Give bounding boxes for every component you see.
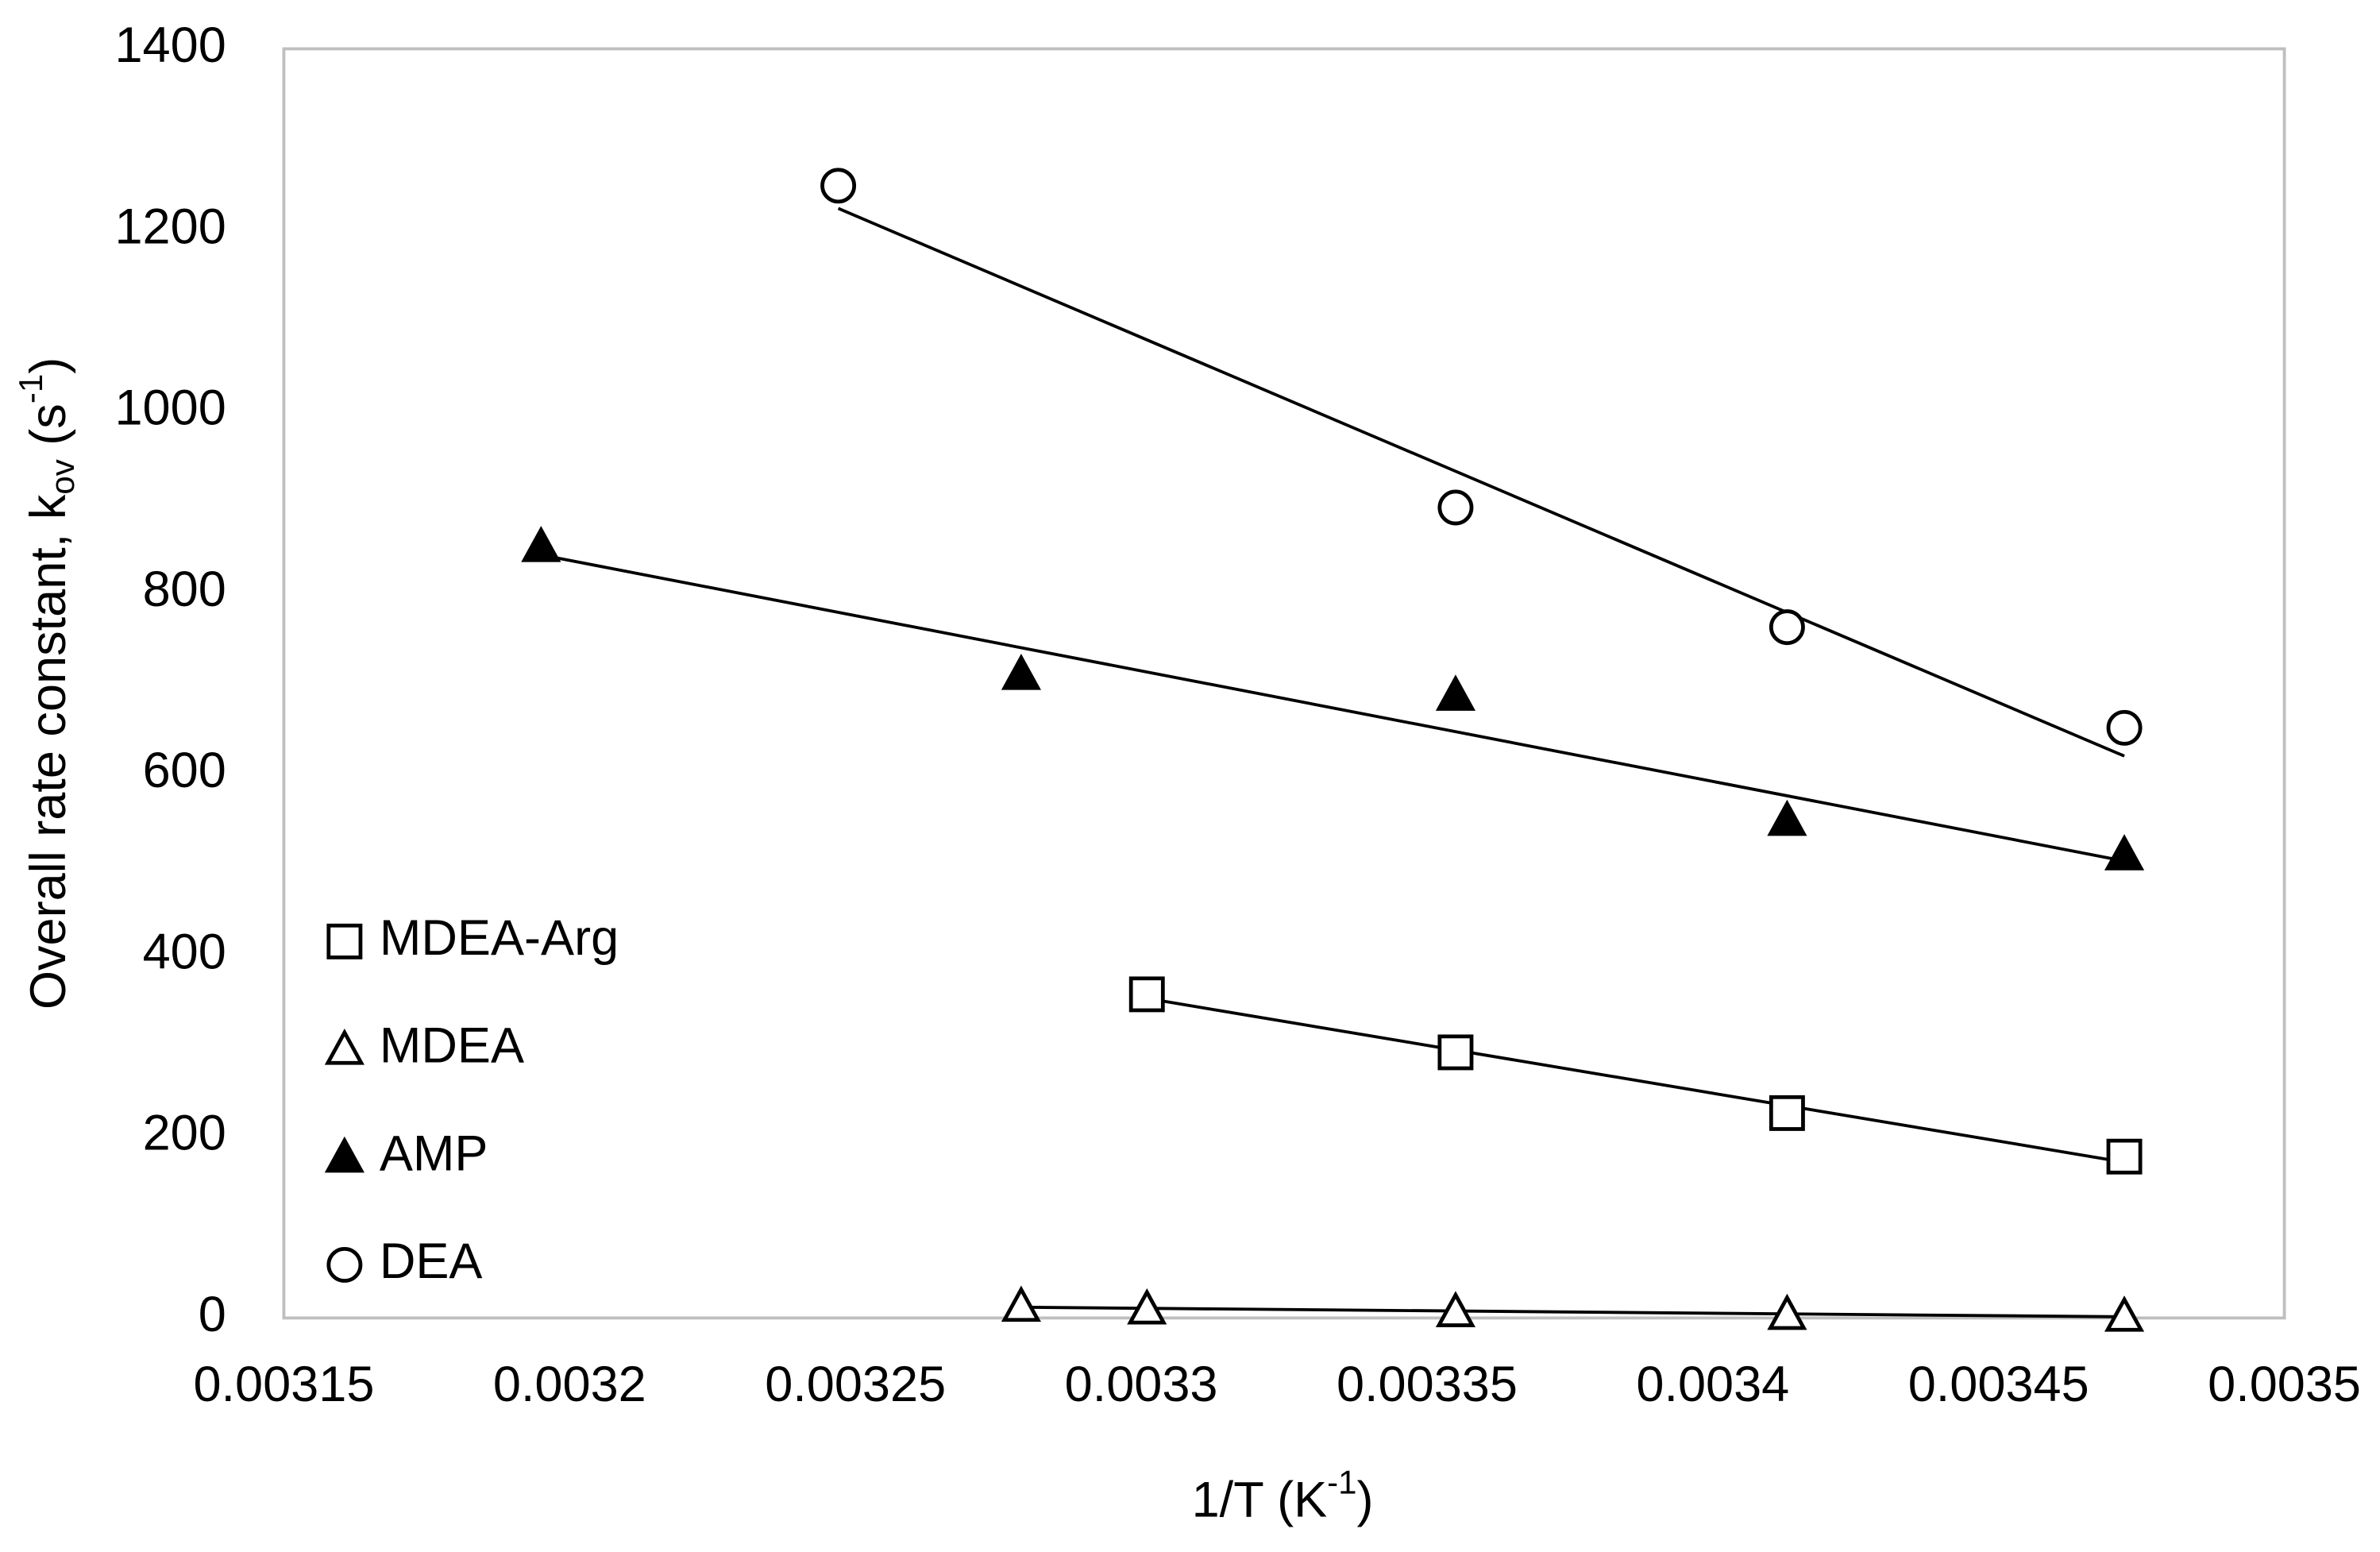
- y-title-part: (s: [21, 403, 76, 459]
- point: [521, 526, 561, 562]
- x-tick-label: 0.00315: [193, 1357, 374, 1412]
- y-tick-label: 0: [199, 1287, 226, 1342]
- legend-label: MDEA: [380, 1018, 524, 1074]
- point: [1128, 976, 1165, 1013]
- x-tick-label: 0.00335: [1337, 1357, 1518, 1412]
- trendline: [837, 207, 2125, 758]
- point: [1435, 674, 1475, 711]
- x-axis-title: 1/T (K-1): [1192, 1464, 1374, 1527]
- y-tick-label: 600: [143, 743, 226, 798]
- x-tick-label: 0.00345: [1908, 1357, 2089, 1412]
- x-tick-label: 0.0035: [2208, 1357, 2361, 1412]
- trendline: [1146, 997, 2125, 1164]
- legend-label: AMP: [380, 1125, 488, 1181]
- y-tick-label: 1200: [114, 199, 226, 254]
- point: [1127, 1288, 1167, 1325]
- y-title-sup: -1: [12, 374, 49, 403]
- y-title-sub: ov: [44, 459, 81, 494]
- point: [1001, 654, 1041, 690]
- legend-marker: [324, 1136, 365, 1173]
- legend-marker: [326, 923, 363, 959]
- point: [1769, 1095, 1805, 1131]
- point: [820, 168, 857, 204]
- x-tick-label: 0.00325: [765, 1357, 946, 1412]
- legend-marker: [324, 1029, 365, 1065]
- x-tick-label: 0.0034: [1636, 1357, 1789, 1412]
- legend-label: DEA: [380, 1233, 483, 1289]
- x-tick-label: 0.0032: [493, 1357, 646, 1412]
- x-title-part: ): [1357, 1472, 1374, 1527]
- plot-area: [282, 47, 2286, 1320]
- point: [1767, 799, 1807, 836]
- trendline: [540, 553, 2125, 863]
- y-title-part: Overall rate constant, k: [21, 494, 76, 1010]
- y-title-part: ): [21, 357, 76, 374]
- point: [1437, 489, 1474, 526]
- y-tick-label: 800: [143, 562, 226, 617]
- point: [2106, 709, 2143, 746]
- legend-label: MDEA-Arg: [380, 910, 619, 966]
- point: [1435, 1291, 1475, 1327]
- y-tick-label: 200: [143, 1106, 226, 1161]
- point: [2104, 1295, 2145, 1332]
- trendline: [1020, 1305, 2125, 1318]
- x-title-part: 1/T (K: [1192, 1472, 1328, 1527]
- y-tick-label: 1000: [114, 380, 226, 436]
- y-tick-label: 400: [143, 924, 226, 979]
- legend-marker: [326, 1246, 363, 1283]
- y-tick-label: 1400: [114, 17, 226, 73]
- x-title-sup: -1: [1327, 1464, 1356, 1501]
- y-axis-title: Overall rate constant, kov (s-1): [12, 357, 81, 1010]
- point: [2104, 834, 2145, 871]
- point: [1767, 1293, 1807, 1330]
- point: [2106, 1138, 2143, 1175]
- x-tick-label: 0.0033: [1065, 1357, 1218, 1412]
- point: [1001, 1285, 1041, 1322]
- point: [1437, 1034, 1474, 1071]
- point: [1769, 609, 1805, 646]
